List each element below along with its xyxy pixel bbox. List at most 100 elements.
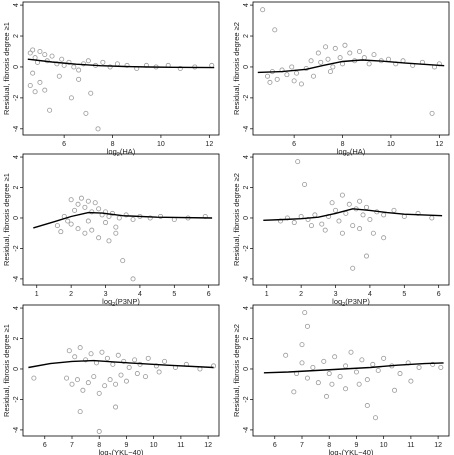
x-axis-label-argument: (HA) (120, 147, 136, 156)
data-point (364, 403, 370, 409)
smooth-curve (263, 208, 443, 221)
data-point (274, 76, 280, 82)
data-point (339, 192, 345, 198)
data-point (124, 62, 130, 68)
data-point (343, 386, 349, 392)
data-point (89, 227, 95, 233)
y-axis-label: Residual, fibrosis degree ≥2 (232, 173, 241, 266)
data-point (71, 64, 77, 70)
data-point (350, 265, 356, 271)
data-point (304, 375, 310, 381)
y-tick-label: 2 (243, 34, 250, 38)
data-point (381, 212, 387, 218)
data-point (348, 349, 354, 355)
data-point (96, 235, 102, 241)
data-point (321, 358, 327, 364)
data-point (85, 380, 91, 386)
data-point (372, 415, 378, 421)
data-point (114, 61, 120, 67)
data-point (356, 48, 362, 54)
x-axis-label-subscript: 2 (109, 453, 112, 455)
x-tick-label: 8 (97, 442, 101, 449)
data-point (438, 364, 444, 370)
data-point (102, 383, 108, 389)
data-point (326, 371, 332, 377)
y-tick-label: 2 (13, 34, 20, 38)
y-tick-label: 0 (13, 65, 20, 69)
data-point (153, 363, 159, 369)
data-point (100, 59, 106, 65)
data-point (75, 226, 81, 232)
data-point (429, 110, 435, 116)
data-point (342, 42, 348, 48)
smooth-curve (33, 211, 213, 229)
x-axis-label-base: log (102, 297, 112, 306)
x-tick-label: 11 (407, 442, 414, 449)
x-axis-label: log2(HA) (337, 147, 366, 158)
data-point (32, 55, 38, 61)
x-axis-label-argument: (HA) (350, 147, 366, 156)
plot-frame (22, 153, 220, 286)
data-point (302, 310, 308, 316)
data-point (332, 354, 338, 360)
data-point (298, 81, 304, 87)
data-point (32, 89, 38, 95)
data-point (156, 369, 162, 375)
y-tick-label: 2 (243, 185, 250, 189)
x-tick-label: 8 (111, 141, 115, 148)
data-point (162, 358, 168, 364)
smooth-curve (28, 359, 214, 369)
data-point (336, 218, 342, 224)
data-point (132, 357, 138, 363)
data-point (123, 212, 129, 218)
data-point (318, 59, 324, 65)
data-point (272, 27, 278, 33)
data-point (31, 375, 37, 381)
x-tick-label: 4 (368, 291, 372, 298)
y-tick-label: -4 (243, 427, 250, 433)
data-point (370, 361, 376, 367)
x-tick-label: 12 (204, 442, 212, 449)
y-axis-label: Residual, fibrosis degree ≥1 (2, 173, 11, 266)
data-point (364, 377, 370, 383)
data-point (177, 66, 183, 72)
data-point (54, 223, 60, 229)
data-point (89, 209, 95, 215)
x-axis-label-argument: (YKL−40) (342, 448, 374, 455)
data-point (327, 69, 333, 75)
y-tick-label: 4 (243, 155, 250, 159)
plot-frame (22, 304, 220, 437)
x-tick-label: 5 (402, 291, 406, 298)
data-point (69, 381, 75, 387)
data-point (92, 200, 98, 206)
data-point (49, 53, 55, 59)
data-point (392, 387, 398, 393)
data-point (299, 360, 305, 366)
x-tick-label: 10 (157, 141, 165, 148)
data-point (315, 50, 321, 56)
data-point (82, 230, 88, 236)
y-tick-label: -4 (13, 276, 20, 282)
data-point (66, 348, 72, 354)
data-point (42, 87, 48, 93)
data-point (330, 64, 336, 70)
data-point (371, 52, 377, 58)
data-point (291, 78, 297, 84)
x-tick-label: 6 (62, 141, 66, 148)
data-point (391, 207, 397, 213)
data-point (107, 377, 113, 383)
data-point (83, 110, 89, 116)
y-tick-label: 0 (243, 216, 250, 220)
data-point (339, 230, 345, 236)
plot-frame (252, 1, 450, 136)
data-point (91, 374, 97, 380)
plot-frame (252, 304, 450, 437)
data-point (88, 351, 94, 357)
data-point (64, 375, 70, 381)
data-point (96, 390, 102, 396)
data-point (75, 201, 81, 207)
data-point (284, 215, 290, 221)
data-point (88, 90, 94, 96)
data-point (302, 181, 308, 187)
